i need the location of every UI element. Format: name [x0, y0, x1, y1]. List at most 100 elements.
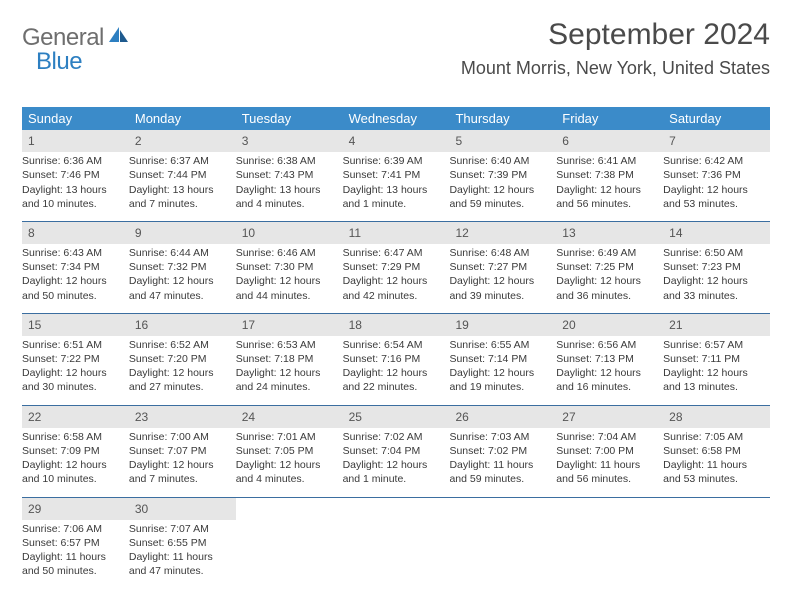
daylight-line: Daylight: 12 hours and 4 minutes. — [236, 458, 339, 486]
weekday-header-cell: Tuesday — [236, 107, 343, 130]
day-body: Sunrise: 6:40 AMSunset: 7:39 PMDaylight:… — [449, 154, 556, 211]
day-body: Sunrise: 6:37 AMSunset: 7:44 PMDaylight:… — [129, 154, 236, 211]
empty-day-cell — [556, 498, 663, 579]
sunset-line: Sunset: 7:13 PM — [556, 352, 659, 366]
empty-day-cell — [663, 498, 770, 579]
day-number: 21 — [663, 314, 770, 336]
empty-day-number — [449, 498, 556, 518]
weeks-container: 1Sunrise: 6:36 AMSunset: 7:46 PMDaylight… — [22, 130, 770, 588]
empty-day-cell — [343, 498, 450, 579]
day-cell: 30Sunrise: 7:07 AMSunset: 6:55 PMDayligh… — [129, 498, 236, 579]
day-number: 5 — [449, 130, 556, 152]
sunrise-line: Sunrise: 6:56 AM — [556, 338, 659, 352]
day-body: Sunrise: 6:50 AMSunset: 7:23 PMDaylight:… — [663, 246, 770, 303]
day-cell: 22Sunrise: 6:58 AMSunset: 7:09 PMDayligh… — [22, 406, 129, 487]
day-cell: 7Sunrise: 6:42 AMSunset: 7:36 PMDaylight… — [663, 130, 770, 211]
day-cell: 28Sunrise: 7:05 AMSunset: 6:58 PMDayligh… — [663, 406, 770, 487]
sunrise-line: Sunrise: 6:38 AM — [236, 154, 339, 168]
day-cell: 21Sunrise: 6:57 AMSunset: 7:11 PMDayligh… — [663, 314, 770, 395]
sunrise-line: Sunrise: 7:03 AM — [449, 430, 552, 444]
daylight-line: Daylight: 12 hours and 50 minutes. — [22, 274, 125, 302]
day-number: 9 — [129, 222, 236, 244]
day-cell: 5Sunrise: 6:40 AMSunset: 7:39 PMDaylight… — [449, 130, 556, 211]
daylight-line: Daylight: 11 hours and 56 minutes. — [556, 458, 659, 486]
week-row: 8Sunrise: 6:43 AMSunset: 7:34 PMDaylight… — [22, 222, 770, 314]
day-body: Sunrise: 7:03 AMSunset: 7:02 PMDaylight:… — [449, 430, 556, 487]
day-number: 1 — [22, 130, 129, 152]
weekday-header: SundayMondayTuesdayWednesdayThursdayFrid… — [22, 107, 770, 130]
sunset-line: Sunset: 7:22 PM — [22, 352, 125, 366]
logo: General — [22, 18, 130, 52]
daylight-line: Daylight: 12 hours and 13 minutes. — [663, 366, 766, 394]
day-cell: 17Sunrise: 6:53 AMSunset: 7:18 PMDayligh… — [236, 314, 343, 395]
sunrise-line: Sunrise: 6:57 AM — [663, 338, 766, 352]
day-body: Sunrise: 6:48 AMSunset: 7:27 PMDaylight:… — [449, 246, 556, 303]
day-cell: 12Sunrise: 6:48 AMSunset: 7:27 PMDayligh… — [449, 222, 556, 303]
day-body: Sunrise: 6:41 AMSunset: 7:38 PMDaylight:… — [556, 154, 663, 211]
header: General September 2024 Mount Morris, New… — [22, 18, 770, 79]
day-cell: 3Sunrise: 6:38 AMSunset: 7:43 PMDaylight… — [236, 130, 343, 211]
day-cell: 2Sunrise: 6:37 AMSunset: 7:44 PMDaylight… — [129, 130, 236, 211]
day-number: 12 — [449, 222, 556, 244]
day-cell: 29Sunrise: 7:06 AMSunset: 6:57 PMDayligh… — [22, 498, 129, 579]
daylight-line: Daylight: 13 hours and 1 minute. — [343, 183, 446, 211]
sunset-line: Sunset: 7:43 PM — [236, 168, 339, 182]
weekday-header-cell: Sunday — [22, 107, 129, 130]
day-number: 19 — [449, 314, 556, 336]
day-body: Sunrise: 6:46 AMSunset: 7:30 PMDaylight:… — [236, 246, 343, 303]
day-cell: 4Sunrise: 6:39 AMSunset: 7:41 PMDaylight… — [343, 130, 450, 211]
day-number: 7 — [663, 130, 770, 152]
week-row: 29Sunrise: 7:06 AMSunset: 6:57 PMDayligh… — [22, 498, 770, 589]
sunset-line: Sunset: 7:32 PM — [129, 260, 232, 274]
day-cell: 15Sunrise: 6:51 AMSunset: 7:22 PMDayligh… — [22, 314, 129, 395]
weekday-header-cell: Saturday — [663, 107, 770, 130]
daylight-line: Daylight: 12 hours and 53 minutes. — [663, 183, 766, 211]
sunrise-line: Sunrise: 6:53 AM — [236, 338, 339, 352]
day-body: Sunrise: 6:42 AMSunset: 7:36 PMDaylight:… — [663, 154, 770, 211]
sunset-line: Sunset: 7:20 PM — [129, 352, 232, 366]
day-cell: 18Sunrise: 6:54 AMSunset: 7:16 PMDayligh… — [343, 314, 450, 395]
calendar: SundayMondayTuesdayWednesdayThursdayFrid… — [22, 107, 770, 588]
location-text: Mount Morris, New York, United States — [461, 58, 770, 79]
day-number: 30 — [129, 498, 236, 520]
day-body: Sunrise: 7:00 AMSunset: 7:07 PMDaylight:… — [129, 430, 236, 487]
day-body: Sunrise: 6:49 AMSunset: 7:25 PMDaylight:… — [556, 246, 663, 303]
sunset-line: Sunset: 6:55 PM — [129, 536, 232, 550]
day-number: 22 — [22, 406, 129, 428]
day-number: 13 — [556, 222, 663, 244]
sunrise-line: Sunrise: 6:49 AM — [556, 246, 659, 260]
sunset-line: Sunset: 7:38 PM — [556, 168, 659, 182]
weekday-header-cell: Wednesday — [343, 107, 450, 130]
sunrise-line: Sunrise: 7:01 AM — [236, 430, 339, 444]
day-number: 15 — [22, 314, 129, 336]
empty-day-cell — [236, 498, 343, 579]
day-body: Sunrise: 7:04 AMSunset: 7:00 PMDaylight:… — [556, 430, 663, 487]
sunset-line: Sunset: 7:04 PM — [343, 444, 446, 458]
daylight-line: Daylight: 12 hours and 19 minutes. — [449, 366, 552, 394]
sunset-line: Sunset: 6:58 PM — [663, 444, 766, 458]
daylight-line: Daylight: 12 hours and 56 minutes. — [556, 183, 659, 211]
day-number: 18 — [343, 314, 450, 336]
day-cell: 9Sunrise: 6:44 AMSunset: 7:32 PMDaylight… — [129, 222, 236, 303]
day-number: 8 — [22, 222, 129, 244]
day-number: 29 — [22, 498, 129, 520]
daylight-line: Daylight: 12 hours and 39 minutes. — [449, 274, 552, 302]
day-number: 16 — [129, 314, 236, 336]
sunrise-line: Sunrise: 6:55 AM — [449, 338, 552, 352]
day-body: Sunrise: 7:01 AMSunset: 7:05 PMDaylight:… — [236, 430, 343, 487]
week-row: 15Sunrise: 6:51 AMSunset: 7:22 PMDayligh… — [22, 314, 770, 406]
day-cell: 6Sunrise: 6:41 AMSunset: 7:38 PMDaylight… — [556, 130, 663, 211]
day-body: Sunrise: 6:51 AMSunset: 7:22 PMDaylight:… — [22, 338, 129, 395]
sunset-line: Sunset: 7:46 PM — [22, 168, 125, 182]
sunset-line: Sunset: 7:34 PM — [22, 260, 125, 274]
daylight-line: Daylight: 12 hours and 44 minutes. — [236, 274, 339, 302]
day-cell: 19Sunrise: 6:55 AMSunset: 7:14 PMDayligh… — [449, 314, 556, 395]
day-body: Sunrise: 6:54 AMSunset: 7:16 PMDaylight:… — [343, 338, 450, 395]
day-number: 28 — [663, 406, 770, 428]
empty-day-number — [343, 498, 450, 518]
sunset-line: Sunset: 7:18 PM — [236, 352, 339, 366]
sunrise-line: Sunrise: 6:41 AM — [556, 154, 659, 168]
day-body: Sunrise: 6:44 AMSunset: 7:32 PMDaylight:… — [129, 246, 236, 303]
day-number: 3 — [236, 130, 343, 152]
daylight-line: Daylight: 12 hours and 27 minutes. — [129, 366, 232, 394]
